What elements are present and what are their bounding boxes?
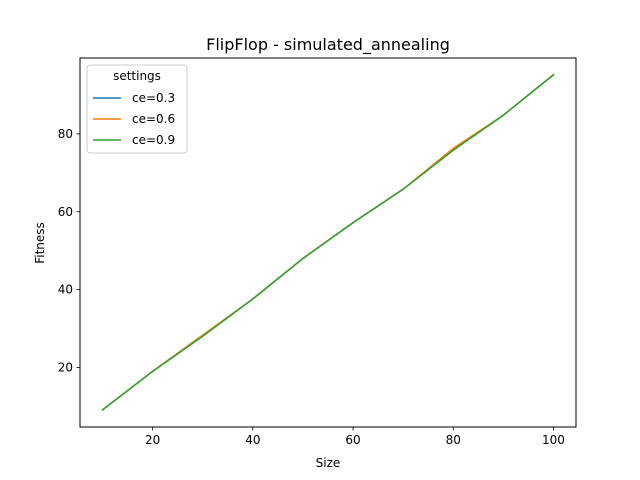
- x-tick-label: 80: [446, 433, 461, 447]
- legend-box: [86, 64, 188, 154]
- y-tick-label: 20: [58, 360, 73, 374]
- y-tick-label: 80: [58, 127, 73, 141]
- series-layer: [101, 73, 555, 411]
- y-axis: 20 40 60 80: [58, 127, 80, 374]
- legend-label-2: ce=0.6: [132, 112, 175, 126]
- legend-label-1: ce=0.3: [132, 91, 175, 105]
- plot-frame: [79, 57, 577, 428]
- chart-title: FlipFlop - simulated_annealing: [206, 35, 450, 55]
- y-tick-label: 60: [58, 205, 73, 219]
- series-line-3: [101, 73, 555, 411]
- x-tick-label: 100: [542, 433, 565, 447]
- x-tick-label: 20: [145, 433, 160, 447]
- x-axis-label: Size: [316, 456, 341, 470]
- y-axis-label: Fitness: [33, 222, 47, 264]
- legend-label-3: ce=0.9: [132, 133, 175, 147]
- legend-title: settings: [113, 69, 161, 83]
- x-axis: 20 40 60 80 100: [145, 427, 565, 447]
- legend: settings ce=0.3 ce=0.6 ce=0.9: [86, 64, 188, 154]
- x-tick-label: 40: [245, 433, 260, 447]
- x-tick-label: 60: [345, 433, 360, 447]
- y-tick-label: 40: [58, 283, 73, 297]
